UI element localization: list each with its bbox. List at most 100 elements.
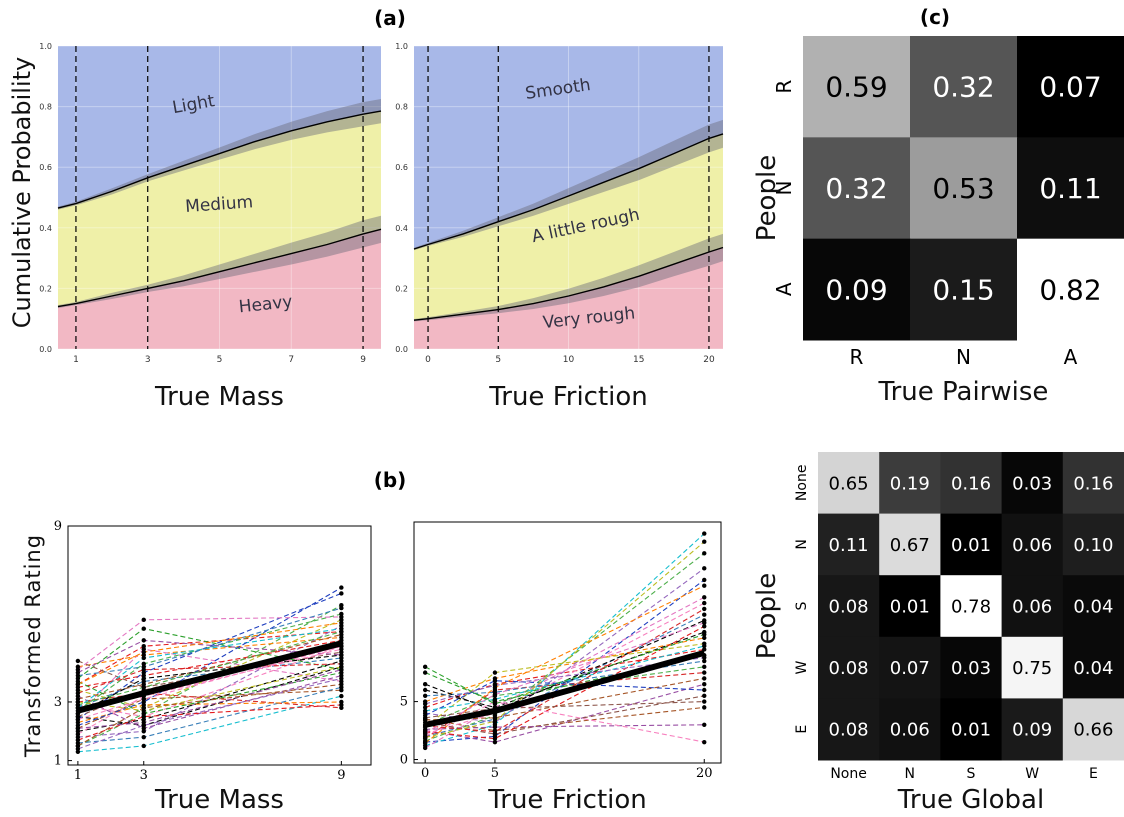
cell-value-label: 0.04 — [1073, 596, 1113, 617]
axes-frame — [67, 525, 372, 766]
participant-line — [425, 701, 705, 719]
participant-line — [425, 695, 705, 735]
participant-point — [75, 717, 81, 722]
cell-value-label: 0.04 — [1073, 658, 1113, 679]
col-label: W — [1025, 766, 1039, 782]
x-axis-label: True Global — [897, 785, 1044, 815]
participant-point — [702, 583, 707, 588]
participant-point — [141, 729, 146, 734]
y-tick-label: 0.4 — [395, 224, 408, 233]
participant-point — [75, 673, 81, 678]
x-axis-label: True Pairwise — [878, 377, 1049, 407]
heatmap-cell — [1062, 636, 1124, 699]
col-label: N — [956, 345, 971, 369]
participant-point — [702, 600, 707, 606]
participant-point — [339, 667, 344, 672]
heatmap-cell — [940, 636, 1003, 699]
col-label: None — [830, 766, 867, 782]
participant-point — [339, 591, 344, 596]
cell-value-label: 0.01 — [951, 535, 991, 556]
x-tick-label: 7 — [288, 355, 294, 365]
cell-value-label: 0.09 — [1012, 720, 1052, 741]
y-tick-label: 0.8 — [39, 103, 52, 112]
participant-line — [424, 701, 705, 743]
participant-point — [339, 676, 344, 681]
cell-value-label: 0.32 — [932, 71, 994, 104]
heatmap-cell — [1062, 513, 1124, 576]
cell-value-label: 0.07 — [1039, 71, 1101, 104]
y-axis-label: People — [752, 155, 782, 241]
boundary-line-1 — [57, 110, 382, 209]
participant-point — [492, 701, 498, 707]
participant-point — [75, 737, 81, 743]
x-tick-label: 0 — [421, 766, 429, 781]
heatmap-cell — [1001, 636, 1064, 699]
chart-c-global: 0.65 0.19 0.16 0.03 0.16 0.11 0.67 0.01 0.06 0.10… — [752, 452, 1124, 815]
cell-value-label: 0.06 — [890, 720, 930, 741]
region-smooth — [414, 46, 723, 249]
cell-value-label: 0.08 — [829, 658, 869, 679]
cell-value-label: 0.78 — [951, 596, 991, 617]
participant-point — [702, 595, 707, 600]
chart-b-mass: 1 3 9 1 3 9 True Mass Transformed Rating — [21, 519, 372, 815]
participant-point — [141, 626, 146, 631]
cell-value-label: 0.16 — [1073, 473, 1113, 494]
participant-point — [422, 735, 428, 740]
cell-value-label: 0.08 — [829, 720, 869, 741]
participant-point — [339, 629, 344, 634]
participant-point — [75, 702, 81, 708]
participant-point — [702, 577, 707, 583]
participant-point — [339, 652, 344, 658]
participant-point — [492, 670, 498, 675]
participant-point — [422, 741, 428, 746]
x-tick-label: 9 — [360, 355, 366, 365]
heatmap-cell — [1001, 575, 1064, 638]
y-tick-label: 0.6 — [395, 163, 408, 172]
heatmap-cell — [803, 137, 911, 240]
axes-frame — [413, 521, 722, 764]
participant-point — [141, 743, 146, 749]
participant-point — [702, 699, 707, 704]
participant-point — [141, 655, 146, 661]
participant-point — [141, 638, 146, 643]
uncertainty-band-0 — [58, 215, 381, 309]
x-axis-label: True Friction — [487, 785, 647, 815]
cell-value-label: 0.32 — [825, 172, 887, 205]
cell-value-label: 0.06 — [1012, 535, 1052, 556]
participant-point — [702, 606, 707, 612]
participant-point — [422, 727, 428, 732]
col-label: N — [905, 766, 915, 782]
heatmap-cell — [910, 238, 1018, 341]
participant-point — [422, 715, 428, 721]
cell-value-label: 0.10 — [1073, 535, 1113, 556]
participant-point — [141, 685, 146, 690]
participant-point — [702, 620, 707, 626]
y-axis-label: Cumulative Probability — [8, 57, 36, 328]
participant-point — [702, 643, 707, 649]
col-label: R — [850, 345, 864, 369]
cell-value-label: 0.75 — [1012, 658, 1052, 679]
heatmap-cell — [818, 575, 880, 638]
participant-point — [702, 539, 707, 544]
participant-point — [492, 692, 498, 697]
participant-point — [422, 670, 428, 675]
heatmap-cell — [1017, 137, 1124, 240]
cell-value-label: 0.11 — [829, 535, 869, 556]
participant-line — [77, 651, 342, 688]
participant-point — [75, 726, 81, 731]
participant-point — [141, 676, 146, 681]
row-label: E — [794, 725, 810, 734]
heatmap-cell — [940, 452, 1003, 515]
participant-line — [425, 648, 705, 708]
heatmap-cell — [879, 698, 941, 761]
participant-line — [425, 706, 705, 732]
participant-point — [422, 705, 428, 710]
participant-point — [702, 676, 707, 681]
x-axis-label: True Mass — [154, 382, 284, 412]
cell-value-label: 0.19 — [890, 473, 930, 494]
participant-point — [422, 745, 428, 751]
heatmap-cell — [940, 513, 1003, 576]
participant-point — [702, 664, 707, 670]
cell-value-label: 0.15 — [932, 273, 994, 306]
